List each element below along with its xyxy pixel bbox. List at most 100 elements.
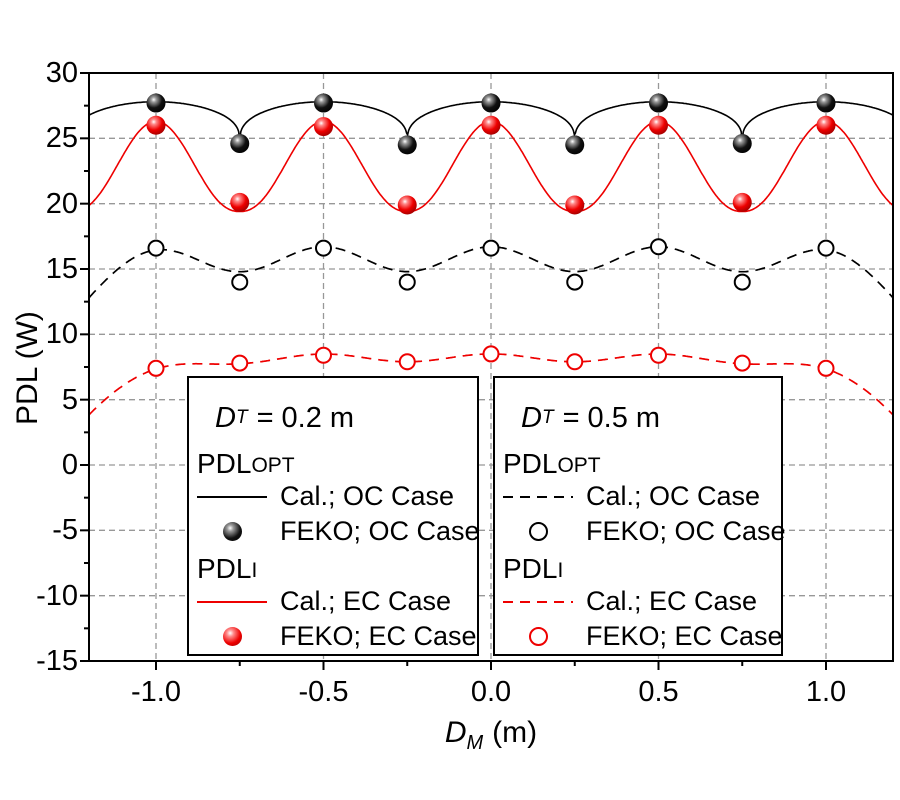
x-tick-label: 0.0: [470, 676, 512, 708]
swatch-cell: [197, 495, 267, 498]
red-sphere-data-point: [816, 115, 836, 135]
red-sphere-data-point: [230, 192, 250, 212]
legend-title-value: = 0.5 m: [562, 401, 661, 434]
swatch-cell: [197, 600, 267, 603]
legend-entry-label: Cal.; EC Case: [586, 586, 758, 616]
black-sphere-data-point: [649, 93, 668, 113]
legend-box-dt02: D T = 0.2 m PDL OPT Cal.; OC Case FEKO; OC …: [187, 376, 480, 656]
y-tick-label: 20: [45, 187, 78, 220]
legend-title-var: D: [521, 401, 542, 434]
legend-entry: FEKO; EC Case: [495, 619, 783, 654]
legend-group-heading: PDL OPT: [495, 444, 781, 479]
legend-entry: FEKO; OC Case: [495, 514, 786, 549]
legend-title-var: D: [215, 401, 236, 434]
y-tick-label: 15: [45, 253, 78, 285]
red-sphere-data-point: [481, 115, 501, 135]
legend-title: D T = 0.5 m: [495, 392, 781, 444]
red-open-circle-data-point: [231, 354, 249, 372]
black-open-circle-data-point: [315, 239, 332, 257]
red-open-circle-data-point: [566, 353, 584, 371]
legend-entry: Cal.; EC Case: [189, 584, 477, 619]
plot-markers: [146, 93, 836, 377]
black-open-circle-data-point: [733, 273, 751, 291]
black-sphere-data-point: [481, 93, 501, 113]
legend-entry: FEKO; EC Case: [189, 619, 477, 654]
legend-group-heading: PDL I: [189, 549, 477, 584]
x-tick-label: -0.5: [298, 676, 349, 708]
curve-black-dashed: [90, 245, 892, 298]
legend-entry: Cal.; EC Case: [495, 584, 781, 619]
black-open-circle-data-point: [566, 273, 584, 291]
y-tick-label: 30: [45, 57, 78, 89]
red-open-circle-data-point: [733, 354, 751, 372]
y-tick-label: 0: [61, 449, 78, 481]
legend-entry-label: FEKO; OC Case: [280, 516, 480, 546]
black-sphere-data-point: [565, 135, 585, 155]
dashed-red-line-swatch: [503, 600, 573, 603]
black-open-circle-data-point: [147, 239, 165, 257]
black-open-circle-marker-icon: [528, 522, 548, 541]
solid-red-line-swatch: [197, 600, 267, 603]
legend-group-small: I: [251, 559, 258, 582]
x-tick-label: 0.5: [638, 676, 679, 708]
black-sphere-data-point: [816, 93, 836, 113]
swatch-cell: [503, 600, 573, 603]
legend-group-main: PDL: [503, 553, 558, 584]
legend-entry-label: FEKO; EC Case: [586, 621, 783, 651]
red-open-circle-data-point: [817, 359, 835, 377]
x-tick-label: 1.0: [805, 676, 847, 708]
curve-red-dashed: [90, 353, 892, 416]
red-sphere-data-point: [314, 117, 333, 137]
red-sphere-data-point: [649, 115, 668, 135]
axis-ticks: [80, 72, 827, 670]
legend-title: D T = 0.2 m: [189, 392, 477, 444]
y-tick-label: -5: [52, 514, 78, 547]
x-axis-unit: (m): [492, 716, 538, 749]
red-open-circle-data-point: [315, 346, 332, 364]
swatch-cell: [503, 627, 573, 646]
red-sphere-data-point: [732, 192, 752, 212]
legend-title-sub: T: [235, 407, 248, 428]
legend-group-small: I: [557, 559, 564, 582]
legend-group-main: PDL: [197, 448, 252, 479]
red-sphere-data-point: [397, 195, 417, 215]
red-open-circle-marker-icon: [528, 627, 548, 646]
legend-group-heading: PDL I: [495, 549, 781, 584]
legend-group-small: OPT: [557, 454, 601, 477]
x-axis-subscript: M: [466, 732, 484, 754]
legend-entry-label: FEKO; EC Case: [280, 621, 477, 651]
legend-group-heading: PDL OPT: [189, 444, 477, 479]
legend-group-main: PDL: [197, 553, 252, 584]
swatch-cell: [503, 522, 573, 541]
legend-entry: Cal.; OC Case: [189, 479, 477, 514]
red-sphere-data-point: [146, 115, 166, 135]
y-tick-label: -15: [36, 645, 78, 677]
legend-entry-label: Cal.; EC Case: [280, 586, 452, 616]
black-sphere-marker-icon: [222, 522, 242, 541]
black-open-circle-data-point: [482, 239, 500, 257]
red-open-circle-data-point: [398, 353, 416, 371]
black-sphere-data-point: [732, 134, 752, 154]
black-sphere-data-point: [230, 134, 250, 154]
legend-title-value: = 0.2 m: [256, 401, 355, 434]
black-open-circle-data-point: [398, 273, 416, 291]
red-open-circle-data-point: [650, 346, 667, 364]
red-sphere-data-point: [565, 195, 585, 215]
legend-group-main: PDL: [503, 448, 558, 479]
black-open-circle-data-point: [650, 238, 667, 256]
y-tick-label: -10: [36, 579, 78, 612]
legend-entry-label: Cal.; OC Case: [280, 481, 455, 511]
swatch-cell: [197, 627, 267, 646]
legend-group-small: OPT: [251, 454, 295, 477]
red-sphere-marker-icon: [222, 627, 242, 646]
legend-entry-label: Cal.; OC Case: [586, 481, 761, 511]
swatch-cell: [503, 495, 573, 498]
black-open-circle-data-point: [231, 273, 249, 291]
y-tick-label: 5: [61, 383, 78, 416]
legend-entry-label: FEKO; OC Case: [586, 516, 786, 546]
black-sphere-data-point: [397, 135, 417, 155]
black-open-circle-data-point: [817, 239, 835, 257]
legend-entry: FEKO; OC Case: [189, 514, 480, 549]
legend-box-dt05: D T = 0.5 m PDL OPT Cal.; OC Case FEKO; OC …: [493, 376, 786, 656]
